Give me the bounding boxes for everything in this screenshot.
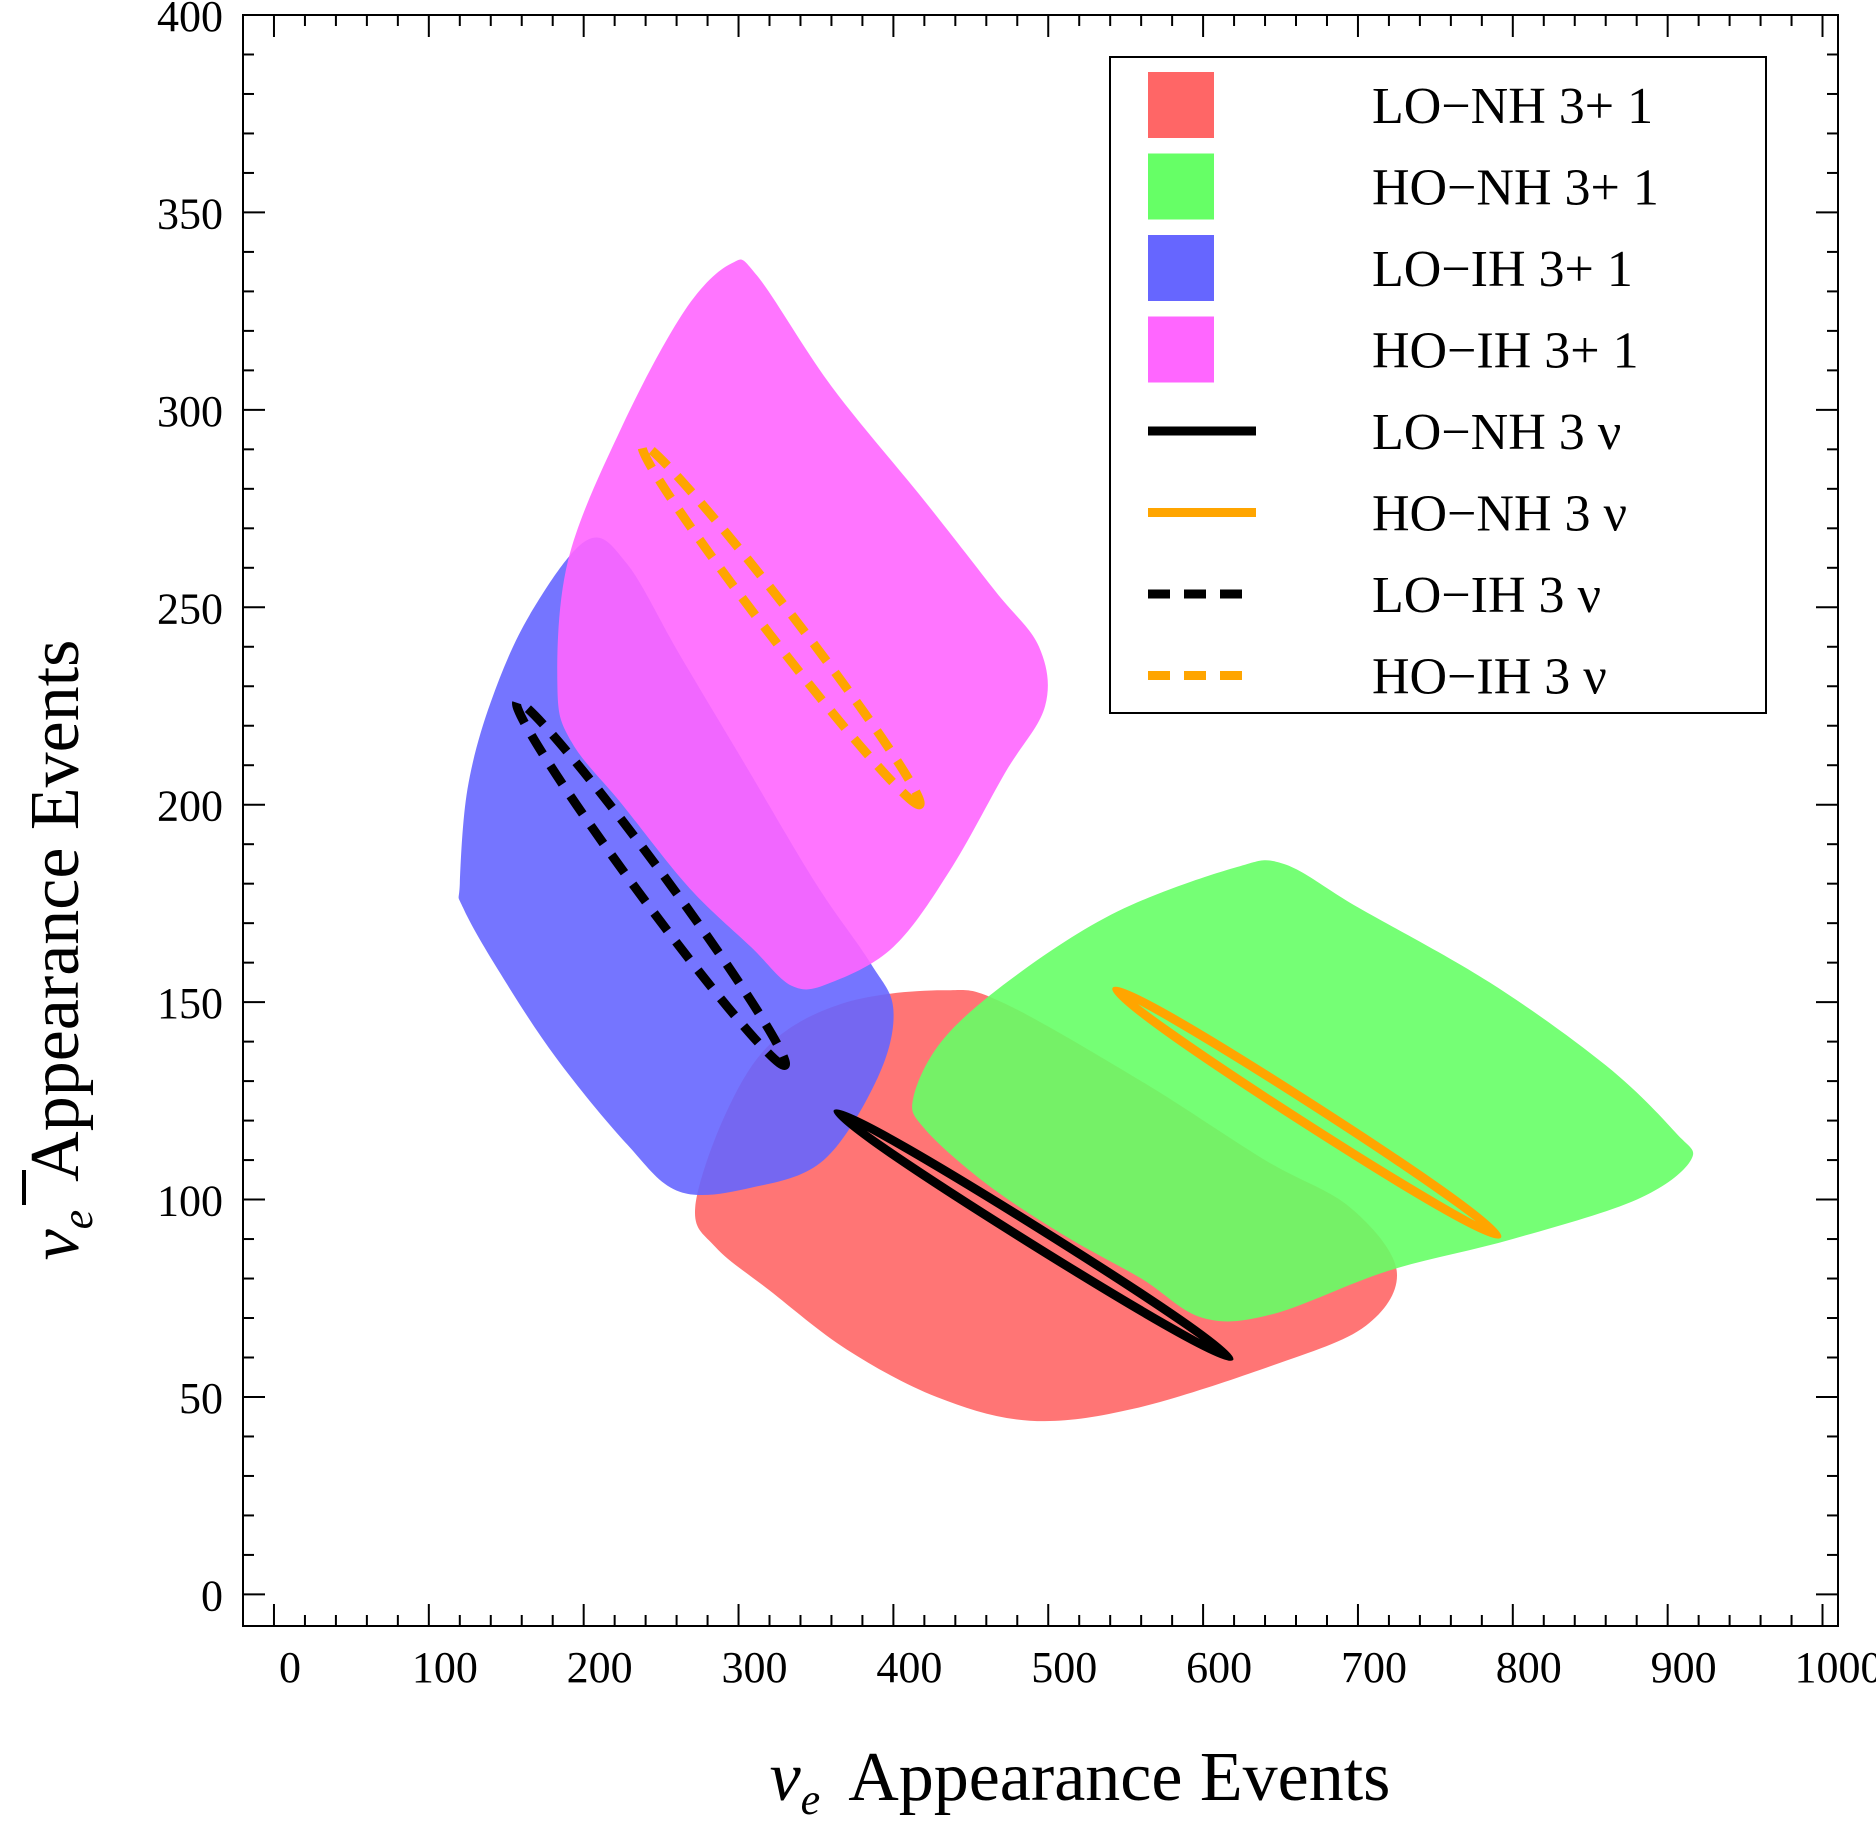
x-tick-label: 600 xyxy=(1186,1643,1252,1692)
y-axis-symbol: ν xyxy=(17,1228,94,1260)
legend-label-lo-nh-3-1: LO−NH 3+ 1 xyxy=(1372,78,1653,135)
legend-label-lo-ih-3: LO−IH 3 ν xyxy=(1372,567,1601,624)
x-axis-title-text: Appearance Events xyxy=(848,1739,1390,1816)
y-tick-label: 400 xyxy=(157,0,223,41)
legend-swatch-ho-ih-3-1 xyxy=(1148,316,1214,383)
contour-ho-nh-3 xyxy=(1111,985,1502,1240)
x-tick-label: 800 xyxy=(1496,1643,1562,1692)
x-axis-title: νe Appearance Events xyxy=(770,1739,1391,1824)
plot-frame xyxy=(242,14,1839,1627)
x-axis-subscript: e xyxy=(801,1775,821,1824)
x-tick-label: 700 xyxy=(1341,1643,1407,1692)
y-axis-title-text: Appearance Events xyxy=(17,640,94,1182)
legend-label-ho-nh-3: HO−NH 3 ν xyxy=(1372,486,1627,543)
y-axis-subscript: e xyxy=(53,1210,102,1230)
region-ho-nh-3-1 xyxy=(912,860,1694,1322)
y-tick-label: 50 xyxy=(179,1374,223,1423)
legend-label-lo-nh-3: LO−NH 3 ν xyxy=(1372,404,1621,461)
tick-labels-layer: 0 100 200 300 400 500 600 700 800 900 1000 0 50 100 15… xyxy=(157,0,1876,1692)
legend-label-ho-nh-3-1: HO−NH 3+ 1 xyxy=(1372,160,1659,217)
x-tick-label: 900 xyxy=(1651,1643,1717,1692)
x-tick-label: 100 xyxy=(412,1643,478,1692)
y-tick-label: 200 xyxy=(157,782,223,831)
x-tick-label: 400 xyxy=(876,1643,942,1692)
x-axis-symbol: ν xyxy=(770,1739,802,1816)
legend-label-ho-ih-3-1: HO−IH 3+ 1 xyxy=(1372,323,1639,380)
y-tick-label: 250 xyxy=(157,584,223,633)
contour-lo-ih-3 xyxy=(511,697,791,1071)
legend-swatch-lo-ih-3-1 xyxy=(1148,235,1214,301)
legend-swatch-ho-nh-3-1 xyxy=(1148,153,1214,220)
y-tick-label: 300 xyxy=(157,387,223,436)
contour-ho-ih-3 xyxy=(637,440,925,810)
legend-items: LO−NH 3+ 1 HO−NH 3+ 1 LO−IH 3+ 1 HO−IH 3+ 1… xyxy=(1148,72,1659,706)
x-tick-label: 1000 xyxy=(1795,1643,1876,1692)
x-tick-label: 300 xyxy=(722,1643,788,1692)
legend-label-ho-ih-3: HO−IH 3 ν xyxy=(1372,649,1607,706)
x-tick-label: 500 xyxy=(1031,1643,1097,1692)
y-axis-title: νe Appearance Events xyxy=(17,640,102,1261)
legend-label-lo-ih-3-1: LO−IH 3+ 1 xyxy=(1372,241,1633,298)
y-tick-label: 350 xyxy=(157,189,223,238)
plot-area xyxy=(458,259,1694,1422)
ellipses-layer xyxy=(511,440,1502,1363)
contour-lo-nh-3 xyxy=(833,1107,1234,1363)
x-tick-label: 200 xyxy=(567,1643,633,1692)
x-tick-label: 0 xyxy=(279,1643,301,1692)
legend-swatch-lo-nh-3-1 xyxy=(1148,72,1214,138)
legend: LO−NH 3+ 1 HO−NH 3+ 1 LO−IH 3+ 1 HO−IH 3+ 1… xyxy=(1109,56,1767,714)
ticks-layer xyxy=(242,14,1838,1626)
y-tick-label: 150 xyxy=(157,979,223,1028)
legend-box xyxy=(1109,56,1767,714)
y-tick-label: 100 xyxy=(157,1177,223,1226)
y-tick-label: 0 xyxy=(201,1571,223,1620)
